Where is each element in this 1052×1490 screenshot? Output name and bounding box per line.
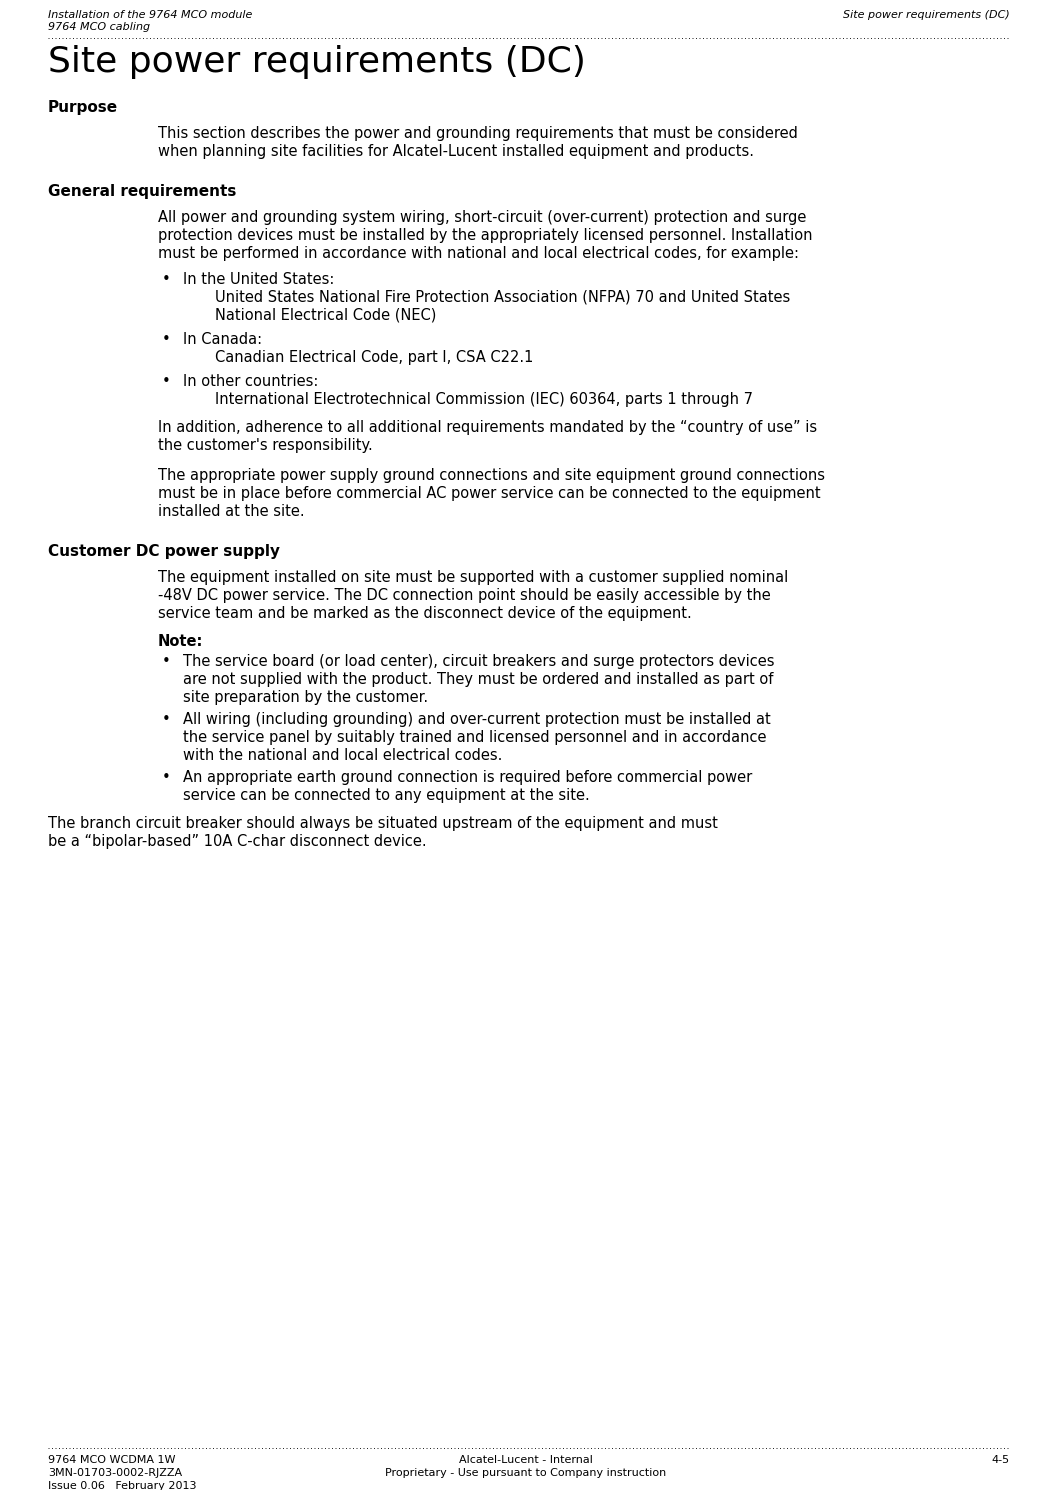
- Text: An appropriate earth ground connection is required before commercial power: An appropriate earth ground connection i…: [183, 770, 752, 785]
- Text: are not supplied with the product. They must be ordered and installed as part of: are not supplied with the product. They …: [183, 672, 773, 687]
- Text: Note:: Note:: [158, 635, 203, 650]
- Text: the customer's responsibility.: the customer's responsibility.: [158, 438, 372, 453]
- Text: The appropriate power supply ground connections and site equipment ground connec: The appropriate power supply ground conn…: [158, 468, 825, 483]
- Text: All wiring (including grounding) and over-current protection must be installed a: All wiring (including grounding) and ove…: [183, 712, 771, 727]
- Text: must be in place before commercial AC power service can be connected to the equi: must be in place before commercial AC po…: [158, 486, 821, 501]
- Text: 9764 MCO WCDMA 1W: 9764 MCO WCDMA 1W: [48, 1456, 176, 1465]
- Text: All power and grounding system wiring, short-circuit (over-current) protection a: All power and grounding system wiring, s…: [158, 210, 807, 225]
- Text: 4-5: 4-5: [992, 1456, 1010, 1465]
- Text: Proprietary - Use pursuant to Company instruction: Proprietary - Use pursuant to Company in…: [385, 1468, 667, 1478]
- Text: must be performed in accordance with national and local electrical codes, for ex: must be performed in accordance with nat…: [158, 246, 800, 261]
- Text: site preparation by the customer.: site preparation by the customer.: [183, 690, 428, 705]
- Text: •: •: [162, 332, 170, 347]
- Text: The equipment installed on site must be supported with a customer supplied nomin: The equipment installed on site must be …: [158, 571, 788, 586]
- Text: Canadian Electrical Code, part I, CSA C22.1: Canadian Electrical Code, part I, CSA C2…: [215, 350, 533, 365]
- Text: service team and be marked as the disconnect device of the equipment.: service team and be marked as the discon…: [158, 606, 692, 621]
- Text: be a “bipolar-based” 10A C-char disconnect device.: be a “bipolar-based” 10A C-char disconne…: [48, 834, 427, 849]
- Text: In the United States:: In the United States:: [183, 273, 335, 288]
- Text: Site power requirements (DC): Site power requirements (DC): [844, 10, 1010, 19]
- Text: •: •: [162, 374, 170, 389]
- Text: when planning site facilities for Alcatel-Lucent installed equipment and product: when planning site facilities for Alcate…: [158, 145, 754, 159]
- Text: installed at the site.: installed at the site.: [158, 504, 305, 519]
- Text: The branch circuit breaker should always be situated upstream of the equipment a: The branch circuit breaker should always…: [48, 817, 717, 831]
- Text: International Electrotechnical Commission (IEC) 60364, parts 1 through 7: International Electrotechnical Commissio…: [215, 392, 753, 407]
- Text: 9764 MCO cabling: 9764 MCO cabling: [48, 22, 150, 31]
- Text: In addition, adherence to all additional requirements mandated by the “country o: In addition, adherence to all additional…: [158, 420, 817, 435]
- Text: the service panel by suitably trained and licensed personnel and in accordance: the service panel by suitably trained an…: [183, 730, 767, 745]
- Text: In Canada:: In Canada:: [183, 332, 262, 347]
- Text: General requirements: General requirements: [48, 183, 237, 200]
- Text: •: •: [162, 712, 170, 727]
- Text: service can be connected to any equipment at the site.: service can be connected to any equipmen…: [183, 788, 590, 803]
- Text: The service board (or load center), circuit breakers and surge protectors device: The service board (or load center), circ…: [183, 654, 774, 669]
- Text: Installation of the 9764 MCO module: Installation of the 9764 MCO module: [48, 10, 252, 19]
- Text: -48V DC power service. The DC connection point should be easily accessible by th: -48V DC power service. The DC connection…: [158, 589, 771, 603]
- Text: Purpose: Purpose: [48, 100, 118, 115]
- Text: •: •: [162, 654, 170, 669]
- Text: protection devices must be installed by the appropriately licensed personnel. In: protection devices must be installed by …: [158, 228, 812, 243]
- Text: Customer DC power supply: Customer DC power supply: [48, 544, 280, 559]
- Text: In other countries:: In other countries:: [183, 374, 319, 389]
- Text: with the national and local electrical codes.: with the national and local electrical c…: [183, 748, 503, 763]
- Text: Issue 0.06   February 2013: Issue 0.06 February 2013: [48, 1481, 197, 1490]
- Text: United States National Fire Protection Association (NFPA) 70 and United States: United States National Fire Protection A…: [215, 291, 790, 305]
- Text: •: •: [162, 770, 170, 785]
- Text: •: •: [162, 273, 170, 288]
- Text: Alcatel-Lucent - Internal: Alcatel-Lucent - Internal: [459, 1456, 593, 1465]
- Text: 3MN-01703-0002-RJZZA: 3MN-01703-0002-RJZZA: [48, 1468, 182, 1478]
- Text: National Electrical Code (NEC): National Electrical Code (NEC): [215, 308, 437, 323]
- Text: This section describes the power and grounding requirements that must be conside: This section describes the power and gro…: [158, 127, 797, 142]
- Text: Site power requirements (DC): Site power requirements (DC): [48, 45, 586, 79]
